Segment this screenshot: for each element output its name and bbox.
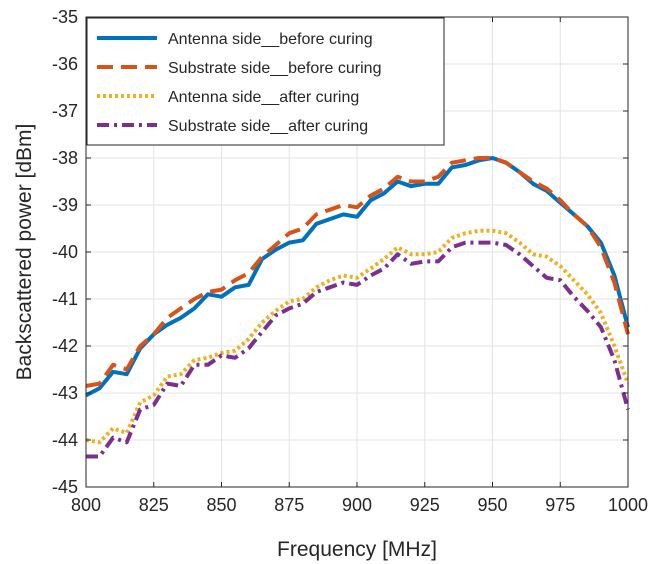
y-tick-label: -38 bbox=[52, 148, 78, 168]
series-line-3 bbox=[85, 228, 630, 445]
y-axis-label: Backscattered power [dBm] bbox=[13, 124, 36, 381]
y-tick-label: -37 bbox=[52, 101, 78, 121]
x-axis-label: Frequency [MHz] bbox=[277, 538, 437, 561]
legend-label-3: Antenna side__after curing bbox=[168, 89, 359, 106]
series-line-4 bbox=[86, 240, 630, 459]
x-tick-label: 800 bbox=[71, 495, 101, 515]
x-tick-label: 875 bbox=[274, 495, 304, 515]
tick-labels: 800 825 850 875 900 925 950 975 1000 -45 -44 -43 -42… bbox=[52, 7, 648, 515]
legend: Antenna side__before curing Substrate sid… bbox=[86, 17, 445, 146]
y-tick-label: -39 bbox=[52, 195, 78, 215]
legend-label-2: Substrate side__before curing bbox=[168, 60, 381, 77]
legend-label-4: Substrate side__after curing bbox=[168, 118, 368, 135]
series-layer bbox=[85, 156, 630, 459]
series-line-1 bbox=[85, 156, 630, 398]
y-tick-label: -35 bbox=[52, 7, 78, 27]
y-tick-label: -41 bbox=[52, 289, 78, 309]
x-tick-label: 850 bbox=[206, 495, 236, 515]
legend-label-1: Antenna side__before curing bbox=[168, 31, 373, 48]
y-tick-label: -45 bbox=[52, 477, 78, 497]
x-tick-label: 950 bbox=[477, 495, 507, 515]
y-tick-label: -44 bbox=[52, 430, 78, 450]
x-tick-label: 1000 bbox=[608, 495, 648, 515]
y-tick-label: -40 bbox=[52, 242, 78, 262]
x-tick-label: 975 bbox=[545, 495, 575, 515]
x-tick-label: 825 bbox=[139, 495, 169, 515]
y-tick-label: -43 bbox=[52, 383, 78, 403]
y-tick-label: -42 bbox=[52, 336, 78, 356]
y-tick-label: -36 bbox=[52, 54, 78, 74]
series-line-2 bbox=[85, 156, 630, 388]
x-tick-label: 925 bbox=[410, 495, 440, 515]
x-tick-label: 900 bbox=[342, 495, 372, 515]
